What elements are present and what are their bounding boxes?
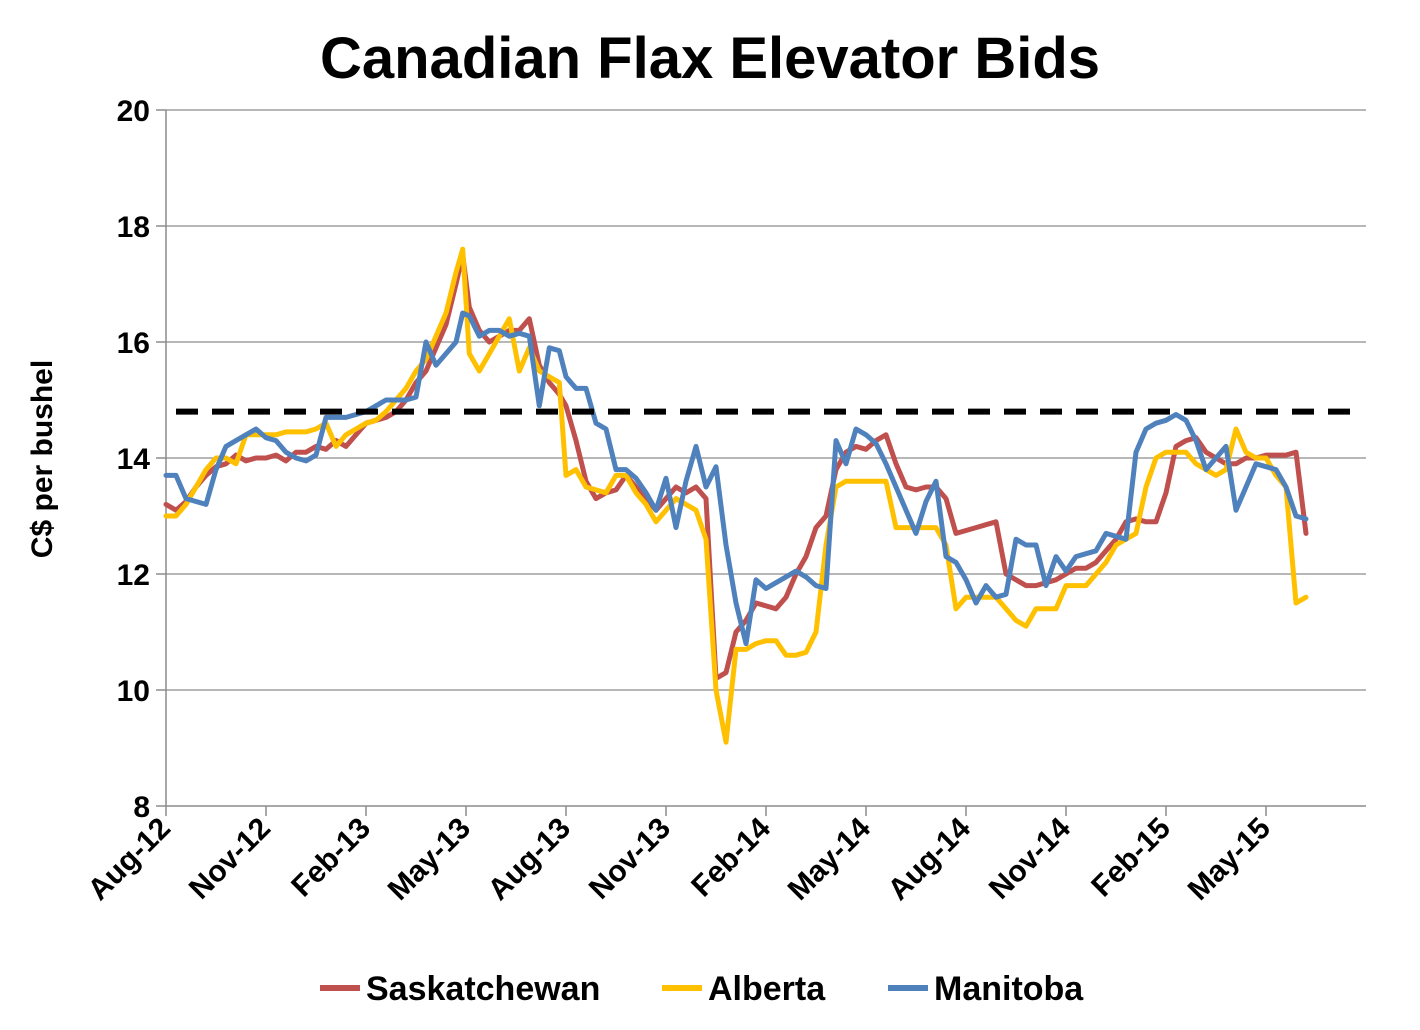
x-tick-label: Feb-14: [685, 811, 777, 903]
x-tick-label: Feb-13: [285, 812, 377, 904]
y-tick-label: 18: [117, 211, 150, 244]
x-tick-label: Aug-12: [82, 812, 177, 907]
x-tick-label: Nov-14: [983, 811, 1077, 905]
series-line-manitoba: [163, 310, 1309, 647]
x-tick-label: Aug-14: [882, 811, 977, 906]
series-line-saskatchewan: [163, 252, 1309, 681]
x-tick-label: May-13: [382, 812, 477, 907]
y-axis-label: C$ per bushel: [26, 360, 59, 558]
x-tick-label: May-14: [782, 811, 877, 906]
series-line-alberta: [163, 246, 1309, 745]
y-tick-label: 12: [117, 559, 150, 592]
x-tick-label: Aug-13: [482, 812, 577, 907]
y-tick-label: 8: [133, 791, 150, 824]
legend: Saskatchewan Alberta Manitoba: [320, 970, 1084, 1008]
legend-label-saskatchewan: Saskatchewan: [366, 970, 600, 1008]
y-tick-label: 10: [117, 675, 150, 708]
y-tick-label: 16: [117, 327, 150, 360]
x-tick-label: Feb-15: [1085, 812, 1177, 904]
y-tick-label: 20: [117, 95, 150, 128]
legend-label-alberta: Alberta: [708, 970, 826, 1008]
y-tick-label: 14: [117, 443, 151, 476]
chart-title: Canadian Flax Elevator Bids: [320, 26, 1100, 91]
legend-label-manitoba: Manitoba: [934, 970, 1084, 1008]
x-tick-label: May-15: [1182, 812, 1277, 907]
x-tick-label: Nov-13: [583, 812, 677, 906]
x-tick-label: Nov-12: [183, 812, 277, 906]
